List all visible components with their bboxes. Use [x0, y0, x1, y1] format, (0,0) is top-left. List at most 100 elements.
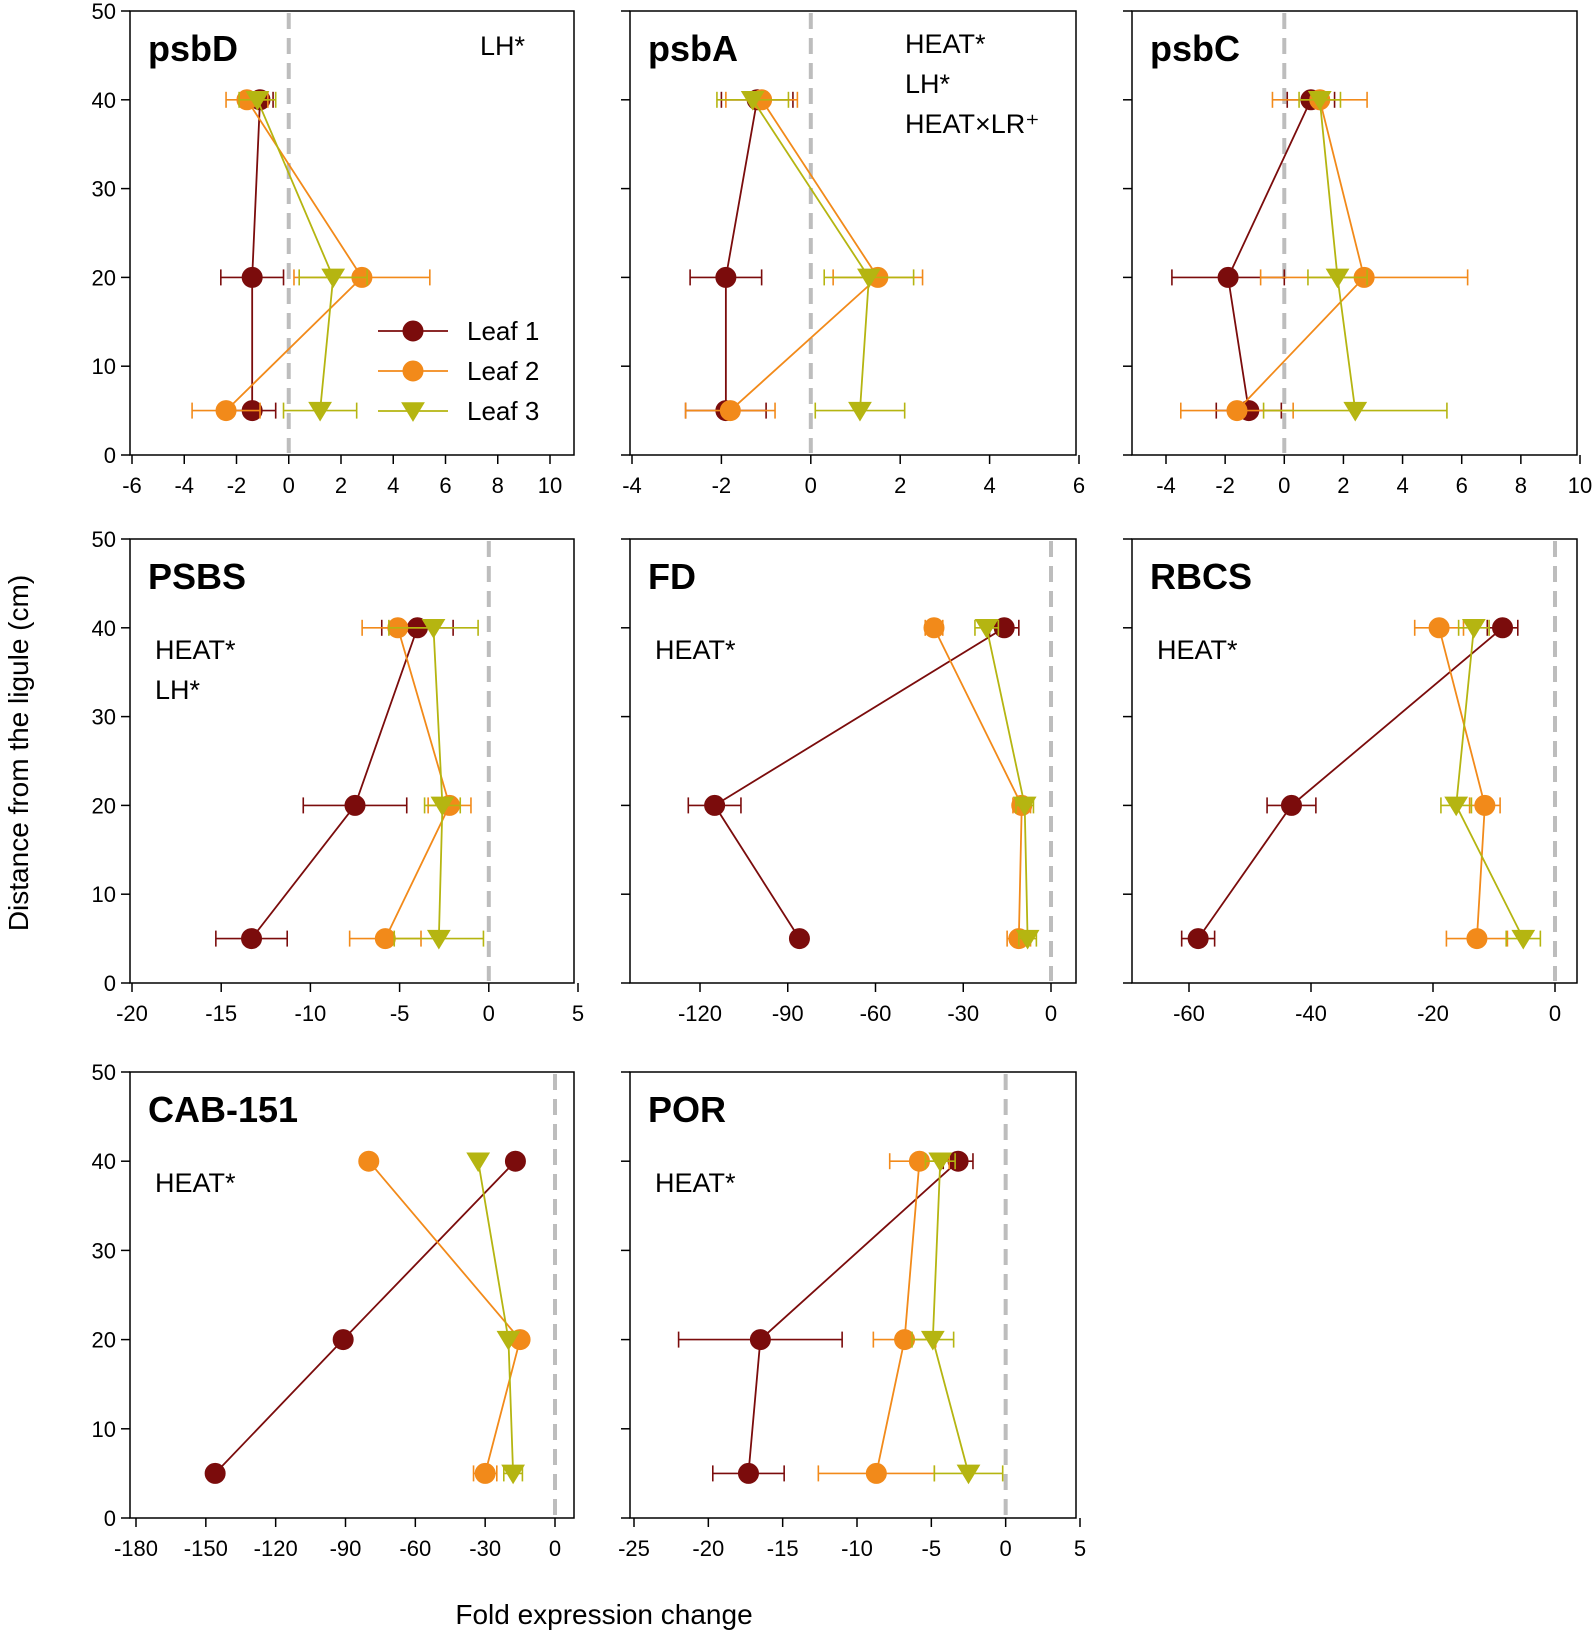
data-point [920, 1330, 945, 1351]
data-point [923, 617, 945, 639]
x-tick-label: -5 [922, 1536, 942, 1561]
y-tick-label: 20 [92, 793, 116, 818]
x-tick-label: -120 [678, 1001, 722, 1026]
data-point [1474, 794, 1496, 816]
series-leaf-2 [358, 1150, 531, 1484]
data-point [1444, 796, 1469, 817]
y-tick-label: 50 [92, 0, 116, 24]
series-leaf-3 [1262, 91, 1448, 422]
series-leaf-2 [817, 1150, 950, 1484]
y-tick-label: 30 [92, 177, 116, 202]
data-point [704, 794, 726, 816]
data-point [1015, 929, 1040, 950]
y-tick-label: 0 [104, 443, 116, 468]
panel-title: PSBS [148, 556, 246, 597]
y-tick-label: 30 [92, 705, 116, 730]
y-tick-label: 40 [92, 616, 116, 641]
panel-por: -25 -20 -15 -10 -5 0 5 POR HEAT* [618, 1071, 1086, 1561]
data-point [430, 796, 455, 817]
x-tick-label: 2 [1337, 473, 1349, 498]
series-leaf-3 [716, 91, 915, 422]
x-tick-label: 10 [538, 473, 562, 498]
data-point [737, 1462, 759, 1484]
series-leaf-1 [684, 89, 794, 422]
panel-fd: -120 -90 -60 -30 0 FD HEAT* [621, 538, 1077, 1026]
series-leaf-2 [1413, 617, 1509, 950]
series-leaf-1 [677, 1150, 974, 1484]
series-line [250, 627, 419, 940]
data-point [358, 1150, 380, 1172]
x-tick-label: -20 [116, 1001, 148, 1026]
data-point [719, 400, 741, 422]
series-leaf-3 [238, 91, 368, 422]
data-point [204, 1462, 226, 1484]
series-line [875, 1161, 921, 1474]
series-line [724, 99, 759, 411]
x-tick-label: 4 [983, 473, 995, 498]
data-point [928, 1152, 953, 1173]
data-point [974, 619, 999, 639]
data-point [466, 1152, 491, 1173]
x-tick-label: 0 [549, 1536, 561, 1561]
significance-annotation: HEAT* [155, 1168, 236, 1198]
data-point [1187, 928, 1209, 950]
series-line [477, 1161, 514, 1474]
series-line [729, 99, 880, 412]
plot-frame [129, 1071, 575, 1519]
data-point [1511, 929, 1536, 950]
series-line [985, 627, 1029, 939]
series-line [1455, 627, 1525, 940]
x-tick-label: 0 [1000, 1536, 1012, 1561]
data-point [865, 1462, 887, 1484]
y-tick-label: 20 [92, 1328, 116, 1353]
data-point [245, 91, 270, 111]
x-tick-label: 10 [1568, 473, 1592, 498]
data-point [1217, 266, 1239, 288]
x-tick-label: -10 [295, 1001, 327, 1026]
y-tick-label: 50 [92, 1060, 116, 1085]
x-tick-label: 0 [805, 473, 817, 498]
panel-psbc: -4 -2 0 2 4 6 8 10 psbC [1123, 10, 1592, 498]
plot-frame [1131, 538, 1578, 984]
data-point [344, 794, 366, 816]
series-leaf-3 [388, 619, 485, 950]
panel-title: psbA [648, 28, 738, 69]
data-point [1343, 401, 1368, 422]
x-tick-label: -15 [205, 1001, 237, 1026]
significance-annotation: HEAT×LR⁺ [905, 109, 1040, 139]
plot-frame [629, 10, 1077, 456]
y-axis-label: Distance from the ligule (cm) [3, 575, 34, 931]
x-tick-label: -10 [841, 1536, 873, 1561]
data-point [1492, 617, 1514, 639]
data-point [501, 1464, 525, 1485]
plot-frame [1131, 10, 1578, 456]
x-tick-label: 0 [1278, 473, 1290, 498]
series-leaf-3 [466, 1152, 525, 1485]
y-tick-label: 40 [92, 1149, 116, 1174]
plot-frame [629, 1071, 1077, 1519]
data-point [857, 268, 881, 289]
legend-label: Leaf 3 [467, 396, 539, 426]
series-leaf-1 [1171, 89, 1336, 422]
panel-cab-151: 0 10 20 30 40 50 -180 -150 -120 -90 -60 -30 0 CAB-151… [92, 1060, 575, 1561]
series-line [1197, 627, 1504, 940]
significance-annotation: HEAT* [1157, 635, 1238, 665]
data-point [1466, 928, 1488, 950]
series-line [747, 1160, 959, 1474]
x-tick-label: 6 [1073, 473, 1085, 498]
plot-frame [129, 10, 575, 456]
series-line [225, 99, 364, 412]
panel-title: RBCS [1150, 556, 1252, 597]
x-tick-label: -60 [1173, 1001, 1205, 1026]
data-point [1428, 617, 1450, 639]
x-tick-label: 8 [492, 473, 504, 498]
x-tick-label: -60 [399, 1536, 431, 1561]
data-point [241, 928, 263, 950]
series-line [933, 627, 1023, 939]
x-tick-label: -30 [947, 1001, 979, 1026]
x-tick-label: -90 [330, 1536, 362, 1561]
series-leaf-1 [215, 617, 454, 950]
data-point [848, 401, 872, 422]
data-point [241, 266, 263, 288]
